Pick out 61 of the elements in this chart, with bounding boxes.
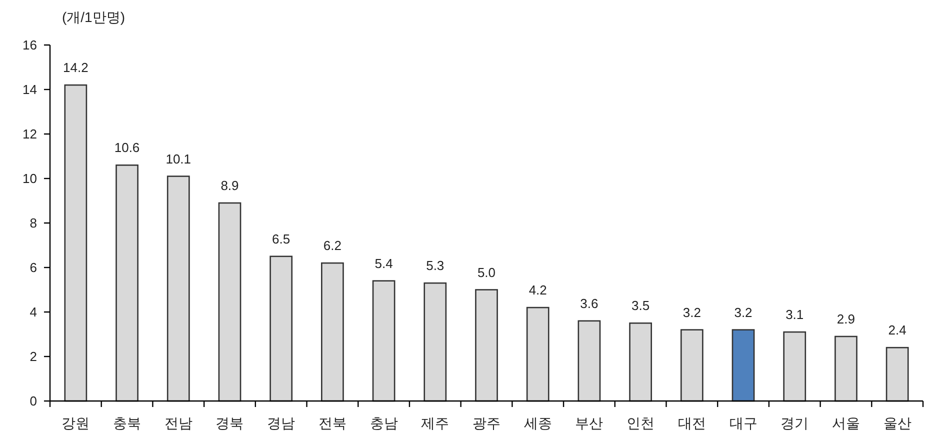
bar — [834, 336, 858, 402]
x-tick-label: 경기 — [780, 415, 809, 431]
y-tick-label: 14 — [22, 82, 37, 98]
x-tick-label: 전남 — [164, 415, 192, 431]
data-label: 3.2 — [734, 304, 752, 320]
y-tick-label: 2 — [30, 349, 37, 364]
data-label: 2.9 — [836, 311, 856, 326]
data-label: 10.1 — [166, 151, 192, 166]
data-label: 5.0 — [477, 264, 496, 280]
bar — [526, 306, 550, 402]
x-tick-label: 경남 — [267, 415, 296, 431]
x-tick-label: 광주 — [472, 415, 500, 431]
x-tick-label: 충남 — [370, 415, 398, 431]
data-label: 6.5 — [272, 231, 290, 246]
data-label: 2.4 — [888, 322, 906, 338]
x-tick-label: 대구 — [729, 415, 758, 431]
bar — [680, 329, 704, 402]
data-label: 10.6 — [114, 140, 140, 156]
y-tick-label: 8 — [30, 216, 37, 231]
data-label: 14.2 — [63, 60, 88, 76]
data-label: 3.6 — [580, 296, 598, 311]
data-label: 5.4 — [374, 256, 393, 271]
x-tick-label: 제주 — [421, 415, 450, 431]
x-tick-label: 서울 — [832, 415, 860, 431]
bar — [732, 329, 755, 402]
bar — [166, 176, 190, 402]
x-tick-label: 대전 — [678, 415, 706, 431]
bar — [886, 346, 909, 402]
data-label: 5.3 — [426, 258, 444, 274]
y-tick-label: 16 — [22, 38, 37, 53]
y-tick-label: 12 — [22, 126, 37, 142]
x-tick-label: 세종 — [524, 415, 552, 431]
bar — [783, 331, 806, 402]
bar — [64, 84, 88, 402]
data-label: 6.2 — [323, 238, 342, 254]
bar — [321, 262, 344, 402]
x-tick-label: 인천 — [626, 415, 655, 431]
x-tick-label: 전북 — [318, 415, 346, 431]
x-tick-label: 경북 — [216, 415, 244, 431]
bar — [372, 280, 396, 402]
bar — [629, 322, 652, 402]
x-tick-label: 부산 — [575, 415, 604, 431]
y-axis-title: (개/1만명) — [62, 9, 125, 25]
bar — [475, 289, 498, 402]
bar — [270, 256, 293, 402]
data-label: 4.2 — [528, 282, 547, 298]
bar — [116, 164, 138, 402]
data-label: 3.2 — [682, 304, 701, 320]
bar — [218, 202, 242, 402]
data-label: 3.1 — [786, 307, 804, 322]
x-tick-label: 강원 — [62, 415, 90, 431]
x-tick-label: 울산 — [883, 415, 912, 431]
data-label: 3.5 — [632, 298, 650, 314]
x-tick-label: 충북 — [113, 415, 142, 431]
bar — [578, 320, 601, 402]
y-tick-label: 10 — [22, 171, 37, 186]
y-tick-label: 4 — [30, 304, 37, 320]
y-tick-label: 0 — [30, 394, 37, 409]
data-label: 8.9 — [220, 178, 239, 193]
y-tick-label: 6 — [30, 260, 37, 276]
bar — [424, 282, 447, 402]
